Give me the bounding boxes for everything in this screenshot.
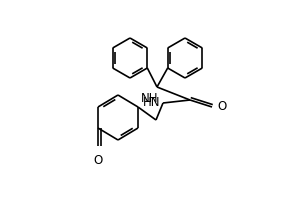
Text: NH: NH — [141, 92, 158, 106]
Text: HN: HN — [143, 96, 160, 108]
Text: O: O — [93, 154, 103, 167]
Text: O: O — [217, 100, 226, 114]
